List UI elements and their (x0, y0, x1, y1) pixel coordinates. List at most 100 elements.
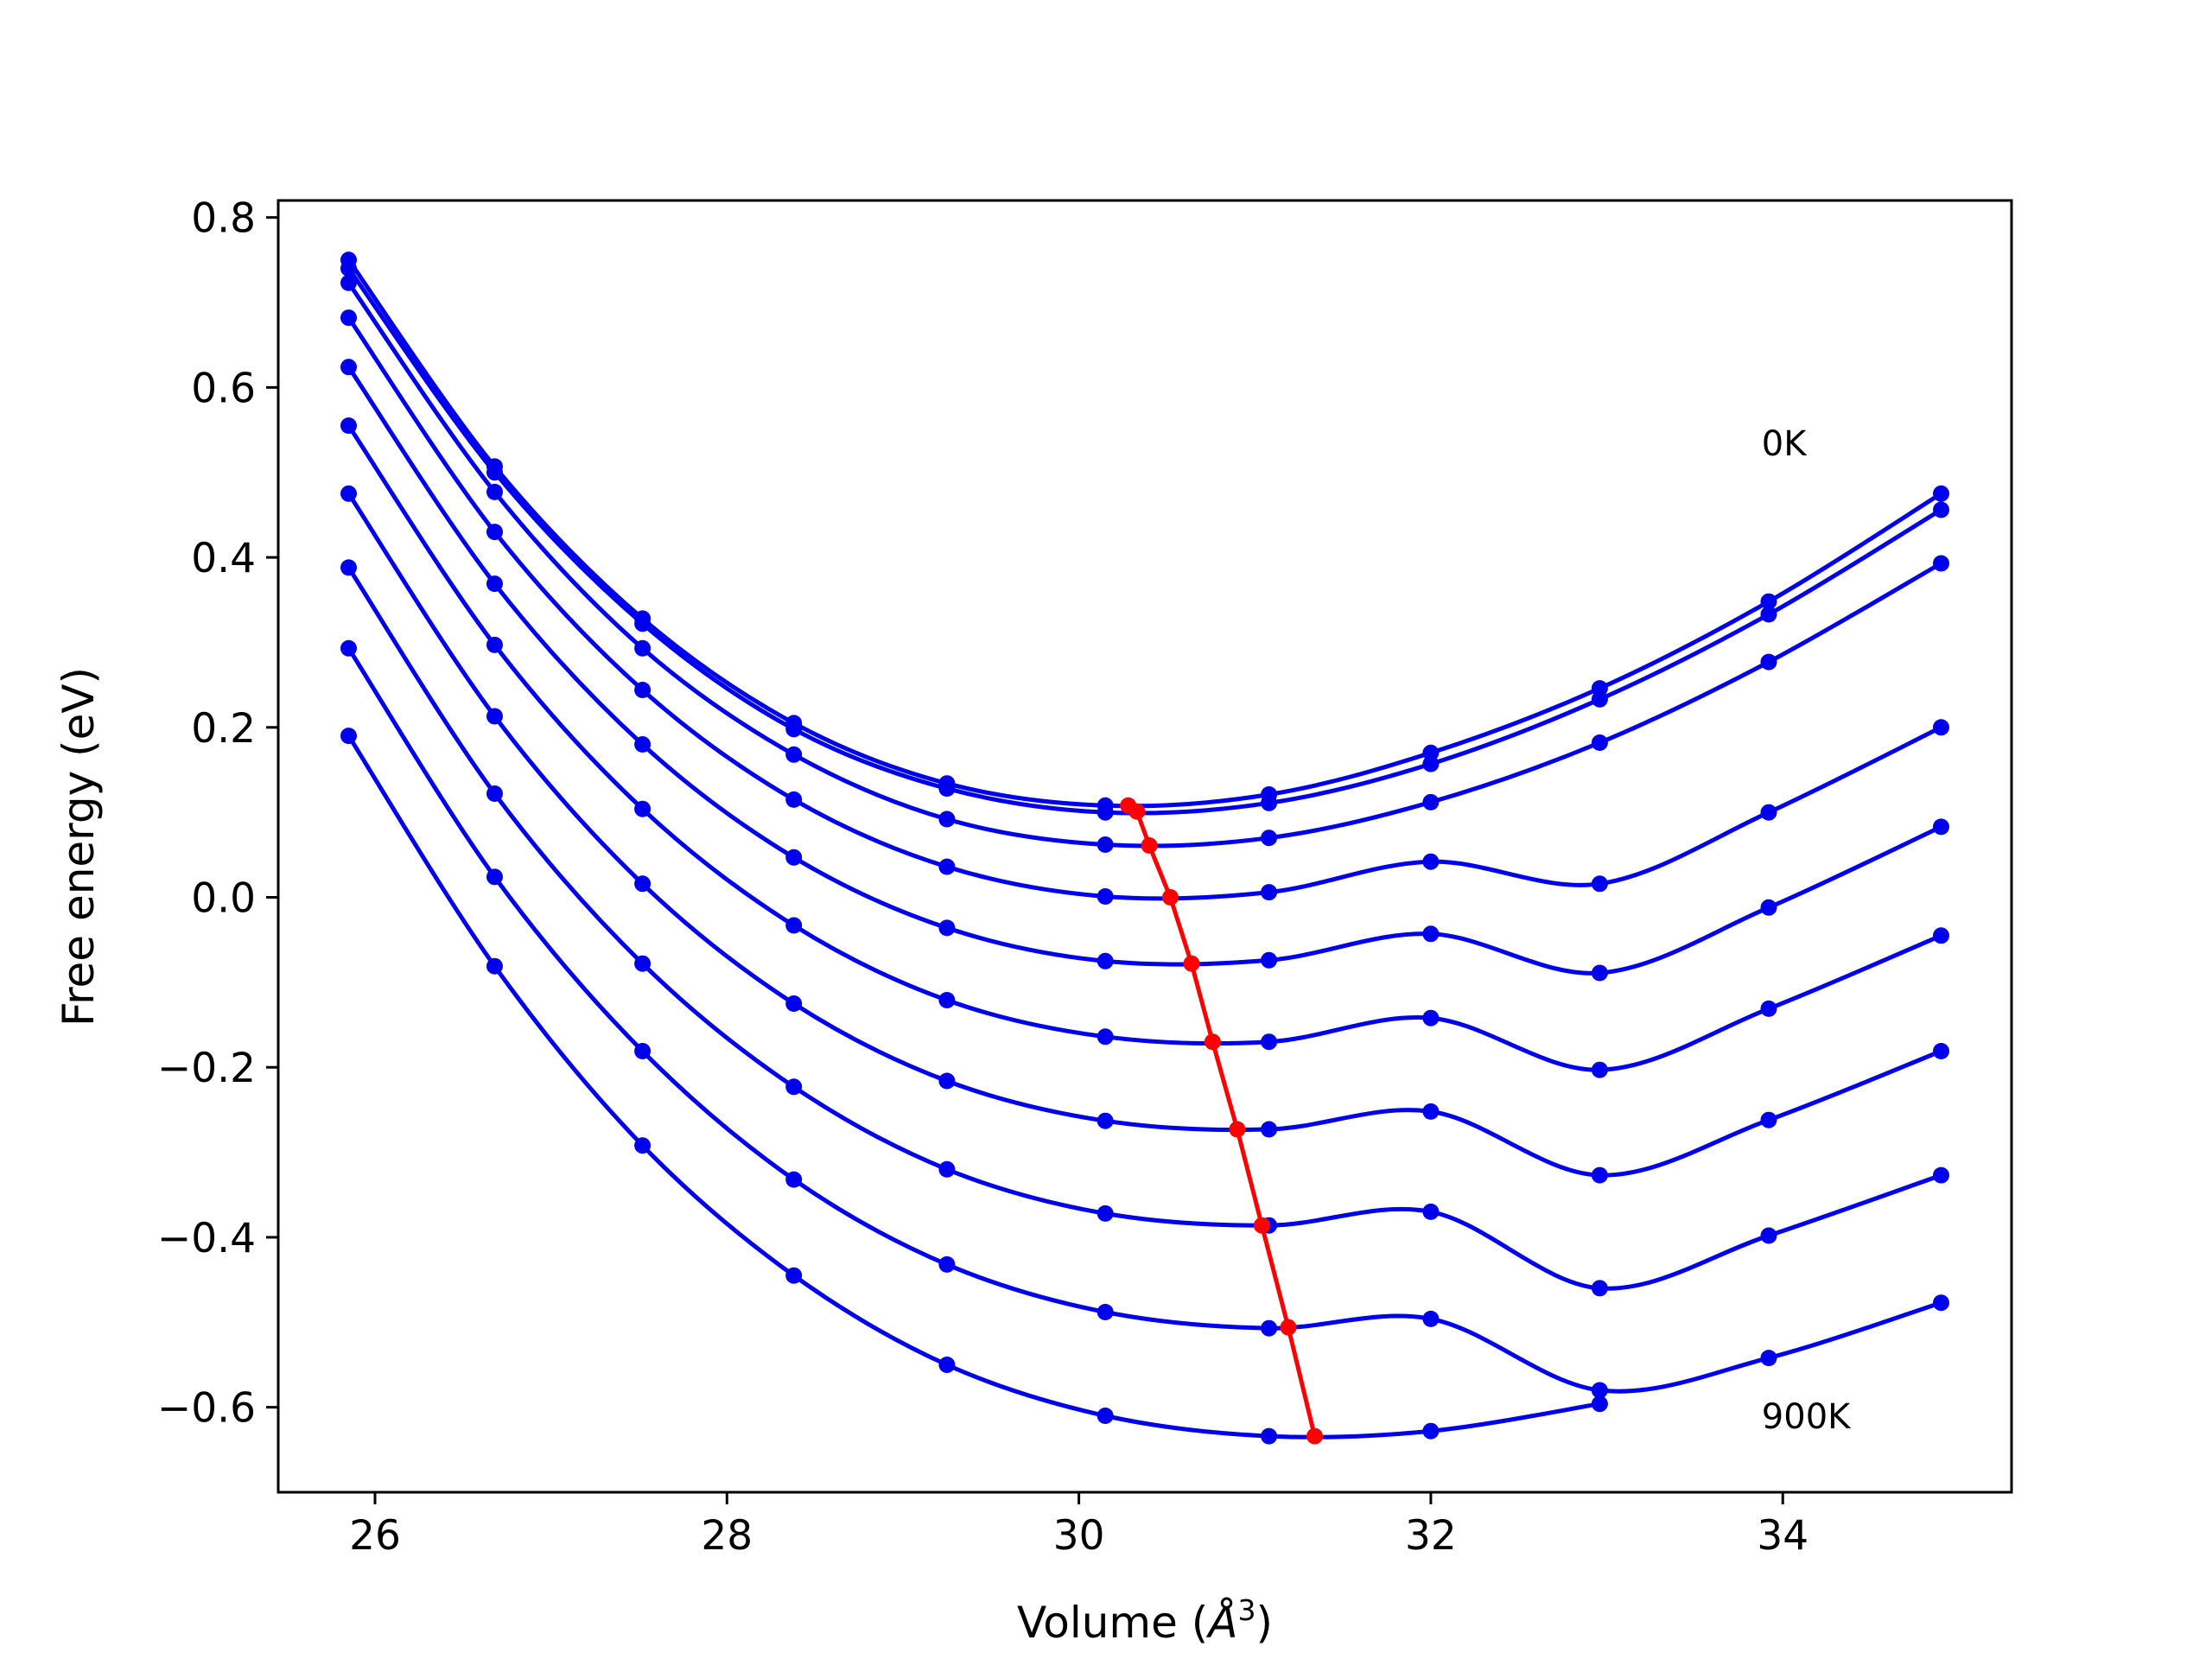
data-point-1-1 (486, 464, 503, 481)
minimum-point-8 (1280, 1319, 1297, 1336)
data-point-2-3 (785, 746, 803, 763)
data-point-1-7 (1422, 755, 1440, 772)
data-point-4-10 (1933, 818, 1949, 836)
minimum-point-5 (1204, 1033, 1221, 1051)
data-point-3-0 (340, 309, 357, 327)
data-point-7-0 (340, 559, 357, 576)
x-tick-label-0: 26 (349, 1512, 401, 1560)
data-point-4-9 (1760, 899, 1777, 916)
data-point-1-5 (1096, 804, 1114, 821)
y-tick-label-6: −0.4 (157, 1215, 256, 1262)
y-axis-ticks: 0.8 0.6 0.4 0.2 0.0 −0.2 −0.4 −0.6 (157, 195, 278, 1433)
data-point-1-3 (785, 721, 803, 738)
data-point-6-0 (340, 485, 357, 502)
data-point-5-8 (1591, 1061, 1608, 1078)
data-point-5-6 (1261, 1033, 1278, 1051)
data-point-9-6 (1261, 1427, 1278, 1445)
data-point-4-7 (1422, 925, 1440, 943)
data-point-2-0 (340, 274, 357, 291)
data-point-9-2 (634, 1137, 652, 1154)
data-point-2-8 (1591, 734, 1608, 751)
data-point-7-10 (1933, 1166, 1949, 1184)
data-point-2-9 (1760, 653, 1777, 671)
annotations: 0K 900K (1762, 424, 1852, 1437)
minimum-line-path (1127, 804, 1317, 1437)
y-tick-label-3: 0.2 (191, 705, 256, 753)
y-tick-label-2: 0.4 (191, 535, 256, 582)
data-point-8-3 (785, 1171, 803, 1188)
data-point-6-6 (1261, 1121, 1278, 1138)
data-point-9-4 (938, 1357, 956, 1373)
series-line-3 (346, 315, 1943, 901)
y-tick-label-1: 0.6 (191, 365, 256, 412)
data-point-8-4 (938, 1255, 956, 1273)
data-point-1-8 (1591, 690, 1608, 708)
x-axis-ticks: 26 28 30 32 34 (349, 1492, 1808, 1560)
data-point-9-3 (785, 1267, 803, 1284)
data-point-6-3 (785, 995, 803, 1012)
data-point-8-9 (1760, 1350, 1777, 1367)
data-point-8-2 (634, 1043, 652, 1059)
data-point-2-1 (486, 483, 503, 500)
minimum-point-4 (1183, 955, 1200, 972)
x-tick-label-1: 28 (701, 1512, 753, 1560)
data-point-4-1 (486, 575, 503, 593)
data-point-2-6 (1261, 830, 1278, 847)
data-point-3-9 (1760, 804, 1777, 821)
data-point-3-4 (938, 858, 956, 875)
series-line-8 (346, 645, 1943, 1394)
data-point-5-10 (1933, 927, 1949, 944)
data-point-5-1 (486, 636, 503, 653)
data-point-9-8 (1591, 1395, 1608, 1413)
data-point-5-9 (1760, 1000, 1777, 1017)
data-point-2-2 (634, 639, 652, 657)
annotation-1: 900K (1762, 1397, 1852, 1437)
data-point-9-7 (1422, 1422, 1440, 1440)
y-tick-label-4: 0.0 (191, 875, 256, 923)
data-point-5-3 (785, 917, 803, 934)
data-point-7-1 (486, 785, 503, 802)
minimum-point-3 (1162, 889, 1179, 906)
data-point-9-5 (1096, 1408, 1114, 1424)
plot-frame (276, 199, 2013, 1494)
data-point-7-8 (1591, 1280, 1608, 1297)
data-point-5-2 (634, 800, 652, 817)
minimum-point-9 (1306, 1427, 1323, 1445)
data-point-5-7 (1422, 1009, 1440, 1027)
data-point-7-9 (1760, 1227, 1777, 1244)
data-point-7-2 (634, 955, 652, 972)
data-point-0-9 (1760, 593, 1777, 610)
x-axis-title: Volume (Å3) (1017, 1593, 1273, 1648)
data-point-7-5 (1096, 1205, 1114, 1222)
data-point-5-4 (938, 992, 956, 1008)
minimum-point-2 (1141, 837, 1158, 854)
data-point-2-4 (938, 810, 956, 828)
minimum-point-7 (1253, 1217, 1270, 1234)
series-line-5 (346, 423, 1943, 1072)
data-point-1-6 (1261, 794, 1278, 811)
data-point-8-7 (1422, 1310, 1440, 1327)
data-point-8-8 (1591, 1382, 1608, 1399)
data-point-5-5 (1096, 1028, 1114, 1046)
data-point-6-4 (938, 1072, 956, 1090)
data-point-6-7 (1422, 1103, 1440, 1120)
series-line-4 (346, 365, 1943, 976)
minimum-line (1120, 797, 1323, 1445)
minimum-point-6 (1229, 1121, 1246, 1138)
data-point-8-1 (486, 868, 503, 886)
data-point-4-6 (1261, 951, 1278, 969)
data-point-0-10 (1933, 485, 1949, 502)
data-point-3-2 (634, 682, 652, 698)
data-point-1-10 (1933, 501, 1949, 518)
data-point-3-1 (486, 524, 503, 541)
data-point-3-10 (1933, 719, 1949, 736)
data-point-9-0 (340, 728, 357, 745)
y-axis-title: Free energy (eV) (54, 667, 104, 1027)
data-point-9-1 (486, 957, 503, 975)
data-point-3-3 (785, 791, 803, 808)
x-tick-label-3: 32 (1405, 1512, 1457, 1560)
data-point-6-9 (1760, 1111, 1777, 1128)
data-point-8-5 (1096, 1304, 1114, 1320)
data-point-2-7 (1422, 793, 1440, 810)
